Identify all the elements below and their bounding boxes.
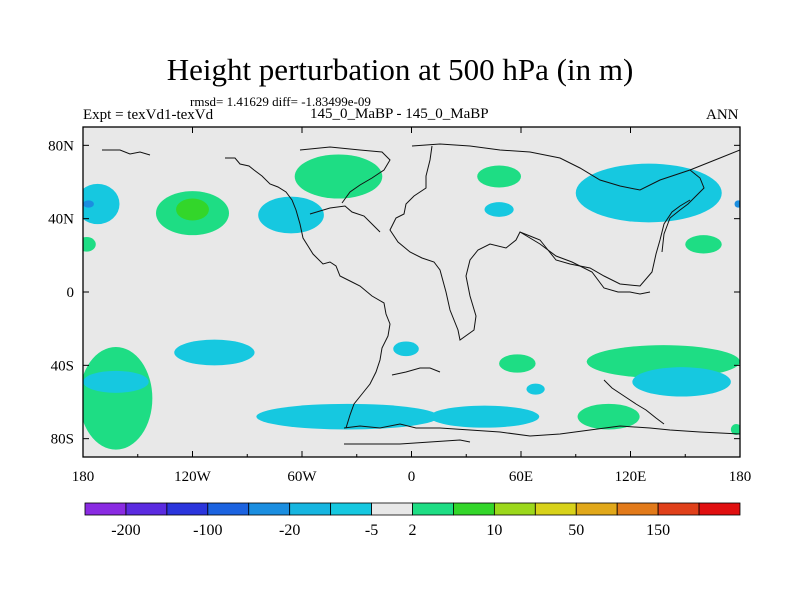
field-southern-ocean-high (577, 403, 640, 430)
season-label: ANN (706, 107, 739, 123)
colorbar-swatch (207, 502, 250, 516)
y-axis: 80N 40N 0 40S 80S (48, 138, 740, 448)
field-dateline-east-high (730, 424, 740, 435)
colorbar-swatch (84, 502, 127, 516)
colorbar-swatch (575, 502, 618, 516)
field-south-pacific-low (174, 339, 255, 366)
colorbar-label: -20 (279, 522, 300, 539)
field-south-atlantic-low (393, 341, 419, 357)
colorbar-swatch (698, 502, 741, 516)
colorbar-label: 150 (646, 522, 670, 539)
coastline-antarctic-lower (344, 439, 471, 445)
case-label: 145_0_MaBP - 145_0_MaBP (310, 106, 489, 122)
colorbar-label: -200 (111, 522, 140, 539)
coastline-europe-africa (389, 145, 691, 341)
x-tick-label: 180 (72, 469, 95, 485)
field-east-asia-low (575, 163, 722, 223)
field-dateline-north-core-west (83, 200, 94, 208)
field-north-america-low (258, 196, 324, 234)
field-southwest-indian-low (526, 383, 545, 395)
field-north-atlantic-high (294, 154, 383, 199)
x-tick-label: 120W (174, 469, 212, 485)
field-south-pacific-ring-high (83, 347, 153, 450)
colorbar-swatch (289, 502, 332, 516)
field-europe-low (484, 202, 514, 217)
field-north-pacific-core (176, 198, 209, 221)
colorbar: -200 -100 -20 -5 2 10 50 150 (84, 502, 741, 539)
coastline-south-asia (519, 231, 651, 295)
coastline-southern-islands (391, 367, 441, 376)
field-antarctic-coast-east-low (429, 405, 540, 428)
colorbar-label: 10 (486, 522, 502, 539)
coastline-east-asia (661, 169, 705, 253)
y-tick-label: 0 (67, 285, 75, 301)
x-tick-label: 60E (509, 469, 533, 485)
x-axis: 180 120W 60W 0 60E 120E 180 (72, 127, 752, 485)
coastline-greenland (299, 146, 391, 204)
x-tick-label: 0 (408, 469, 416, 485)
coastline-australia (603, 379, 665, 425)
x-tick-label: 180 (729, 469, 752, 485)
field-eurasia-high (477, 165, 521, 188)
field-southwest-pacific-low (83, 370, 149, 393)
field-south-africa-high (499, 354, 536, 373)
colorbar-swatch (371, 502, 413, 516)
field-antarctic-coast-low (256, 403, 439, 430)
colorbar-swatch (534, 502, 577, 516)
coastline-gulf (309, 205, 381, 233)
y-tick-label: 80S (51, 432, 74, 448)
colorbar-swatch (657, 502, 700, 516)
coastline-eurasia (411, 143, 740, 191)
colorbar-swatch (616, 502, 659, 516)
coastline-arctic-islands (102, 149, 151, 156)
x-tick-label: 60W (287, 469, 317, 485)
colorbar-swatch (166, 502, 209, 516)
y-tick-label: 80N (48, 138, 74, 154)
x-tick-label: 120E (615, 469, 647, 485)
chart-title: Height perturbation at 500 hPa (in m) (166, 52, 634, 87)
coastline-americas (225, 157, 391, 429)
colorbar-label: 2 (409, 522, 417, 539)
rmsd-stats: rmsd= 1.41629 diff= -1.83499e-09 (190, 94, 371, 109)
field-dateline-west-high (83, 237, 96, 252)
field-south-indian-low (632, 367, 731, 397)
colorbar-swatch (453, 502, 495, 516)
experiment-label: Expt = texVd1-texVd (83, 107, 214, 123)
colorbar-label: -5 (365, 522, 378, 539)
colorbar-label: -100 (193, 522, 222, 539)
colorbar-swatch (493, 502, 536, 516)
y-tick-label: 40S (51, 358, 74, 374)
field-dateline-north-core-east (734, 200, 740, 208)
colorbar-label: 50 (568, 522, 584, 539)
field-dateline-north-low (83, 183, 120, 225)
colorbar-swatch (412, 502, 454, 516)
colorbar-swatch (330, 502, 372, 516)
colorbar-swatch (125, 502, 168, 516)
y-tick-label: 40N (48, 212, 74, 228)
coastline-antarctic (343, 423, 740, 437)
colorbar-swatch (248, 502, 291, 516)
field-west-pacific-high (685, 235, 722, 254)
